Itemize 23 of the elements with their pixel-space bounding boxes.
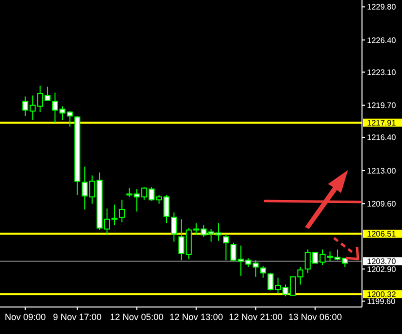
ref-line-label: 1200.32: [367, 290, 396, 299]
x-tick-label: 12 Nov 05:00: [110, 312, 164, 322]
candlestick: [222, 233, 229, 261]
candlestick: [260, 266, 266, 278]
candlestick: [170, 212, 177, 242]
x-tick-label: 12 Nov 13:00: [169, 312, 224, 322]
ref-line-label: 1217.91: [367, 118, 396, 128]
ref-line-label: 1206.51: [367, 230, 396, 239]
y-tick-label: 1199.60: [367, 296, 396, 306]
y-tick-label: 1226.40: [367, 36, 396, 45]
y-tick-label: 1229.80: [367, 2, 396, 12]
candlestick: [118, 199, 125, 223]
x-tick-label: 12 Nov 21:00: [228, 312, 282, 322]
x-tick-label: 13 Nov 06:00: [288, 312, 342, 322]
y-tick-label: 1219.70: [367, 101, 396, 110]
y-tick-label: 1202.90: [367, 264, 396, 274]
x-tick-label: Nov 09:00: [4, 312, 46, 322]
y-tick-label: 1209.60: [367, 199, 396, 208]
y-tick-label: 1216.40: [367, 133, 396, 142]
y-tick-label: 1213.00: [367, 166, 396, 176]
x-tick-label: 9 Nov 17:00: [53, 312, 102, 322]
y-tick-label: 1223.10: [367, 68, 396, 77]
ref-line-label: 1203.70: [367, 256, 396, 266]
